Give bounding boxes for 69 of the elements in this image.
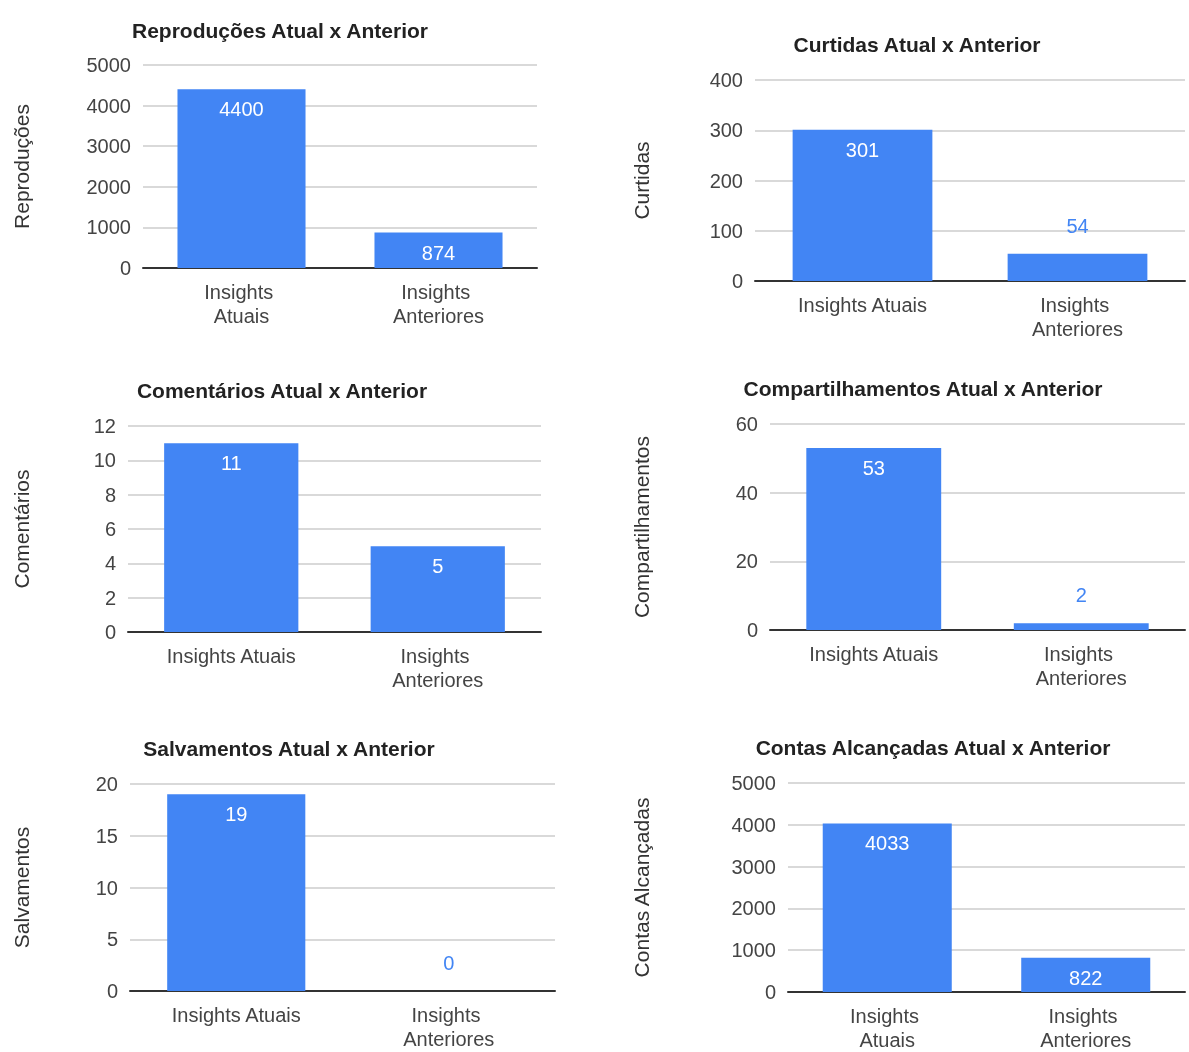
x-tick-label: Insights Anteriores: [403, 1004, 495, 1050]
x-tick-label: Insights Anteriores: [392, 281, 485, 327]
y-tick-label: 4: [104, 552, 116, 575]
data-label: 54: [1066, 214, 1089, 237]
chart-title: Contas Alcançadas Atual x Anterior: [755, 736, 1111, 759]
data-label: 874: [421, 241, 456, 264]
y-tick-label: 8: [104, 483, 116, 506]
x-tick-label: Insights Atuais: [809, 643, 939, 665]
data-label: 5: [432, 555, 444, 578]
y-tick-label: 2: [104, 586, 116, 609]
y-tick-label: 12: [93, 415, 116, 437]
y-tick-label: 10: [93, 449, 116, 472]
y-tick-label: 4000: [731, 813, 776, 836]
y-tick-label: 300: [709, 119, 743, 142]
data-label: 11: [220, 452, 242, 475]
y-tick-label: 15: [95, 824, 118, 847]
y-tick-label: 2000: [731, 897, 776, 920]
x-tick-label: Insights Atuais: [850, 1005, 925, 1051]
chart-title: Curtidas Atual x Anterior: [793, 33, 1041, 56]
y-tick-label: 20: [95, 773, 118, 795]
y-tick-label: 200: [709, 169, 743, 192]
x-tick-label: Insights Anteriores: [1035, 643, 1127, 689]
y-tick-label: 1000: [86, 216, 131, 239]
chart-title: Compartilhamentos Atual x Anterior: [743, 377, 1103, 400]
y-tick-label: 0: [119, 257, 131, 279]
y-tick-label: 20: [735, 550, 758, 573]
x-tick-label: Insights Atuais: [166, 645, 296, 667]
data-label: 53: [862, 457, 885, 480]
y-axis-title: Compartilhamentos: [630, 435, 653, 619]
y-tick-label: 400: [709, 69, 743, 91]
y-tick-label: 0: [104, 621, 116, 643]
data-label: 0: [443, 952, 455, 974]
y-tick-label: 0: [764, 981, 776, 1003]
x-tick-label: Insights Atuais: [798, 294, 927, 316]
data-label: 4400: [219, 98, 264, 121]
y-axis-title: Salvamentos: [10, 826, 33, 949]
x-tick-label: Insights Anteriores: [392, 645, 484, 691]
chart-title: Salvamentos Atual x Anterior: [143, 737, 435, 760]
y-tick-label: 0: [106, 980, 118, 1002]
y-tick-label: 40: [735, 481, 758, 504]
y-tick-label: 2000: [86, 175, 131, 198]
data-label: 2: [1075, 584, 1087, 607]
y-tick-label: 3000: [731, 855, 776, 878]
y-tick-label: 60: [735, 413, 758, 435]
x-tick-label: Insights Anteriores: [1031, 294, 1124, 340]
data-label: 4033: [865, 832, 910, 855]
y-tick-label: 4000: [86, 94, 131, 117]
y-tick-label: 6: [104, 518, 116, 540]
y-axis-title: Reproduções: [10, 104, 33, 229]
chart-title: Comentários Atual x Anterior: [136, 379, 428, 402]
y-axis-title: Comentários: [10, 469, 33, 589]
data-label: 822: [1069, 966, 1103, 989]
x-tick-label: Insights Atuais: [171, 1004, 301, 1026]
y-tick-label: 1000: [731, 939, 776, 962]
data-label: 301: [845, 138, 880, 161]
y-tick-label: 5000: [86, 54, 131, 76]
y-tick-label: 5000: [731, 772, 776, 794]
chart-title: Reproduções Atual x Anterior: [132, 19, 428, 42]
x-tick-label: Insights Atuais: [204, 281, 279, 327]
y-axis-title: Contas Alcançadas: [630, 797, 653, 978]
y-tick-label: 0: [731, 270, 743, 292]
y-tick-label: 100: [709, 219, 743, 242]
data-label: 19: [225, 803, 248, 826]
y-tick-label: 3000: [86, 135, 131, 158]
x-tick-label: Insights Anteriores: [1040, 1005, 1132, 1051]
y-axis-title: Curtidas: [630, 141, 653, 220]
y-tick-label: 5: [106, 928, 118, 951]
y-tick-label: 10: [95, 876, 118, 899]
y-tick-label: 0: [746, 619, 758, 641]
